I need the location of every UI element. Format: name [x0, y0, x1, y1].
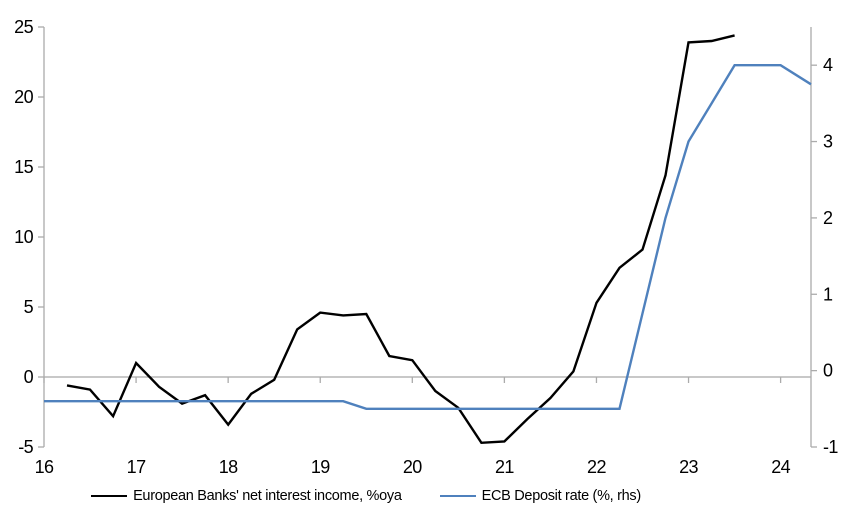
- right-axis-label-0: 0: [823, 361, 833, 381]
- right-axis-label--1: -1: [823, 437, 838, 457]
- right-axis-label-4: 4: [823, 55, 833, 75]
- series-line-ecb-deposit-rate: [44, 63, 812, 410]
- left-axis-label-25: 25: [14, 17, 33, 37]
- x-axis-label-21: 21: [495, 457, 514, 477]
- x-axis-label-19: 19: [311, 457, 330, 477]
- legend-line-sample-ecb-deposit-rate: [439, 495, 476, 497]
- legend-item-ecb-deposit-rate: ECB Deposit rate (%, rhs): [439, 488, 642, 504]
- legend-label-ecb-deposit-rate: ECB Deposit rate (%, rhs): [481, 488, 642, 504]
- series-line-net-interest-income: [66, 34, 735, 445]
- x-axis-label-22: 22: [587, 457, 606, 477]
- x-axis-label-24: 24: [771, 457, 790, 477]
- left-axis-label--5: -5: [18, 437, 33, 457]
- x-axis-label-20: 20: [403, 457, 422, 477]
- left-axis-label-10: 10: [14, 227, 33, 247]
- x-axis-label-17: 17: [127, 457, 146, 477]
- legend-line-sample-net-interest-income: [91, 495, 128, 497]
- right-axis-label-3: 3: [823, 132, 833, 152]
- left-axis-label-5: 5: [24, 297, 34, 317]
- left-axis-label-20: 20: [14, 87, 33, 107]
- legend-label-net-interest-income: European Banks' net interest income, %oy…: [133, 488, 402, 504]
- x-axis-label-23: 23: [679, 457, 698, 477]
- left-axis-label-0: 0: [24, 367, 34, 387]
- chart-legend: European Banks' net interest income, %oy…: [0, 488, 852, 504]
- left-axis-label-15: 15: [14, 157, 33, 177]
- right-axis-label-1: 1: [823, 284, 833, 304]
- right-axis-label-2: 2: [823, 208, 833, 228]
- x-axis-label-16: 16: [35, 457, 54, 477]
- x-axis-label-18: 18: [219, 457, 238, 477]
- legend-item-net-interest-income: European Banks' net interest income, %oy…: [91, 488, 402, 504]
